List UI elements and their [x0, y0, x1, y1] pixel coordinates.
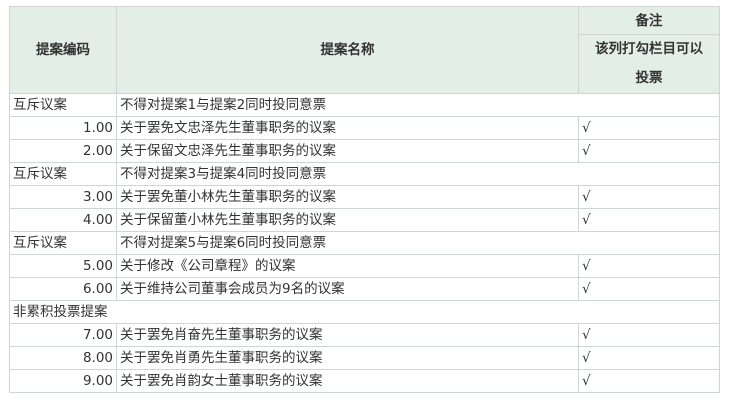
item-row: 3.00 关于罢免董小林先生董事职务的议案 √ [9, 185, 720, 209]
section-label: 非累积投票提案 [9, 300, 720, 324]
group-label: 互斥议案 [9, 231, 117, 255]
header-code: 提案编码 [9, 6, 117, 94]
item-row: 9.00 关于罢免肖韵女士董事职务的议案 √ [9, 369, 720, 393]
proposal-code: 7.00 [9, 323, 117, 347]
group-label: 互斥议案 [9, 93, 117, 117]
vote-check-mark: √ [578, 254, 720, 278]
vote-check-mark: √ [578, 208, 720, 232]
item-row: 7.00 关于罢免肖奋先生董事职务的议案 √ [9, 323, 720, 347]
vote-check-mark: √ [578, 323, 720, 347]
group-rule: 不得对提案1与提案2同时投同意票 [116, 93, 720, 117]
proposal-name: 关于罢免文忠泽先生董事职务的议案 [116, 116, 579, 140]
vote-check-mark: √ [578, 346, 720, 370]
group-rule: 不得对提案3与提案4同时投同意票 [116, 162, 720, 186]
group-label: 互斥议案 [9, 162, 117, 186]
vote-check-mark: √ [578, 116, 720, 140]
item-row: 2.00 关于保留文忠泽先生董事职务的议案 √ [9, 139, 720, 163]
proposal-code: 2.00 [9, 139, 117, 163]
remark-sub-line2: 投票 [635, 70, 663, 86]
proposal-table: 提案编码 提案名称 备注 该列打勾栏目可以 投票 互斥议案 不得对提案1与提案2同时… [9, 6, 720, 393]
proposal-name: 关于罢免肖勇先生董事职务的议案 [116, 346, 579, 370]
proposal-name: 关于罢免肖奋先生董事职务的议案 [116, 323, 579, 347]
header-remark: 备注 [578, 6, 720, 35]
vote-check-mark: √ [578, 369, 720, 393]
vote-check-mark: √ [578, 277, 720, 301]
proposal-code: 5.00 [9, 254, 117, 278]
vote-check-mark: √ [578, 139, 720, 163]
group-row: 互斥议案 不得对提案5与提案6同时投同意票 [9, 231, 720, 255]
header-name: 提案名称 [116, 6, 579, 94]
proposal-name: 关于保留文忠泽先生董事职务的议案 [116, 139, 579, 163]
proposal-code: 4.00 [9, 208, 117, 232]
proposal-name: 关于保留董小林先生董事职务的议案 [116, 208, 579, 232]
item-row: 5.00 关于修改《公司章程》的议案 √ [9, 254, 720, 278]
header-remark-sub: 该列打勾栏目可以 投票 [578, 34, 720, 94]
item-row: 4.00 关于保留董小林先生董事职务的议案 √ [9, 208, 720, 232]
proposal-code: 6.00 [9, 277, 117, 301]
proposal-name: 关于罢免肖韵女士董事职务的议案 [116, 369, 579, 393]
proposal-name: 关于修改《公司章程》的议案 [116, 254, 579, 278]
remark-sub-line1: 该列打勾栏目可以 [595, 41, 703, 57]
item-row: 6.00 关于维持公司董事会成员为9名的议案 √ [9, 277, 720, 301]
group-rule: 不得对提案5与提案6同时投同意票 [116, 231, 720, 255]
proposal-name: 关于罢免董小林先生董事职务的议案 [116, 185, 579, 209]
section-row: 非累积投票提案 [9, 300, 720, 324]
proposal-name: 关于维持公司董事会成员为9名的议案 [116, 277, 579, 301]
proposal-code: 3.00 [9, 185, 117, 209]
vote-check-mark: √ [578, 185, 720, 209]
proposal-code: 8.00 [9, 346, 117, 370]
proposal-code: 9.00 [9, 369, 117, 393]
proposal-code: 1.00 [9, 116, 117, 140]
item-row: 8.00 关于罢免肖勇先生董事职务的议案 √ [9, 346, 720, 370]
group-row: 互斥议案 不得对提案1与提案2同时投同意票 [9, 93, 720, 117]
group-row: 互斥议案 不得对提案3与提案4同时投同意票 [9, 162, 720, 186]
item-row: 1.00 关于罢免文忠泽先生董事职务的议案 √ [9, 116, 720, 140]
